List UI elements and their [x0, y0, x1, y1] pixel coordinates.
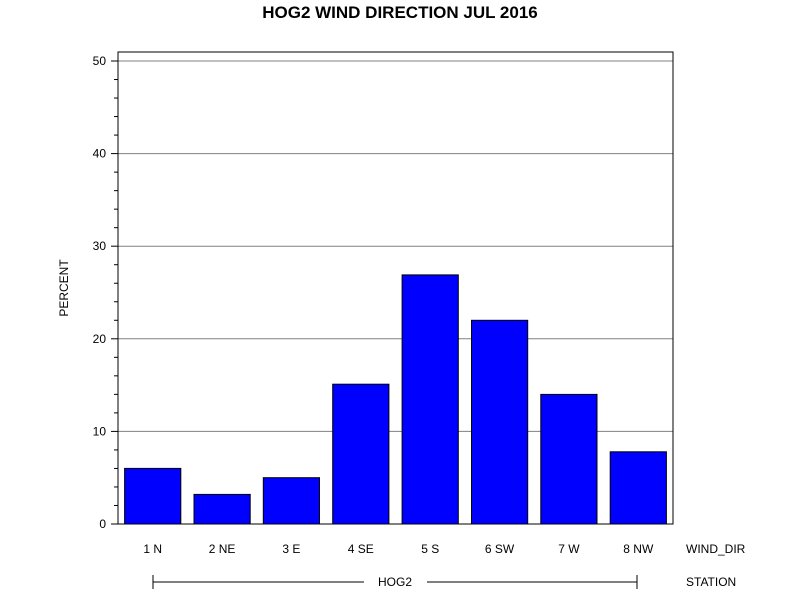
y-tick-label: 20 — [93, 332, 107, 346]
y-axis-ticks: 0 10 20 30 40 50 — [93, 54, 118, 531]
bar-6-sw — [471, 319, 529, 525]
x-tick-label: 6 SW — [485, 542, 515, 556]
y-tick-label: 30 — [93, 239, 107, 253]
chart-title: HOG2 WIND DIRECTION JUL 2016 — [262, 3, 538, 22]
station-group-bracket — [152, 575, 638, 589]
bar-4-se — [332, 383, 390, 525]
gridlines — [118, 60, 673, 432]
y-axis-label: PERCENT — [57, 259, 71, 317]
x-tick-label: 4 SE — [348, 542, 374, 556]
station-group-label: HOG2 — [378, 575, 412, 589]
bars — [124, 274, 667, 525]
x-tick-label: 7 W — [558, 542, 580, 556]
y-tick-label: 10 — [93, 424, 107, 438]
bar-5-s — [401, 274, 459, 525]
plot-frame — [117, 51, 674, 525]
y-tick-label: 50 — [93, 54, 107, 68]
bar-2-ne — [193, 493, 251, 525]
y-tick-label: 40 — [93, 147, 107, 161]
x-tick-label: 2 NE — [209, 542, 236, 556]
x-axis-tick-labels: 1 N 2 NE 3 E 4 SE 5 S 6 SW 7 W 8 NW — [143, 542, 654, 556]
x-tick-label: 3 E — [282, 542, 300, 556]
x-axis-label: WIND_DIR — [686, 542, 746, 556]
bar-7-w — [540, 393, 598, 525]
x-tick-label: 5 S — [421, 542, 439, 556]
y-tick-label: 0 — [99, 517, 106, 531]
x-tick-label: 1 N — [143, 542, 162, 556]
x-tick-label: 8 NW — [623, 542, 654, 556]
bar-8-nw — [609, 451, 667, 525]
bar-1-n — [124, 467, 182, 525]
station-axis-label: STATION — [686, 575, 736, 589]
bar-3-e — [262, 477, 320, 525]
